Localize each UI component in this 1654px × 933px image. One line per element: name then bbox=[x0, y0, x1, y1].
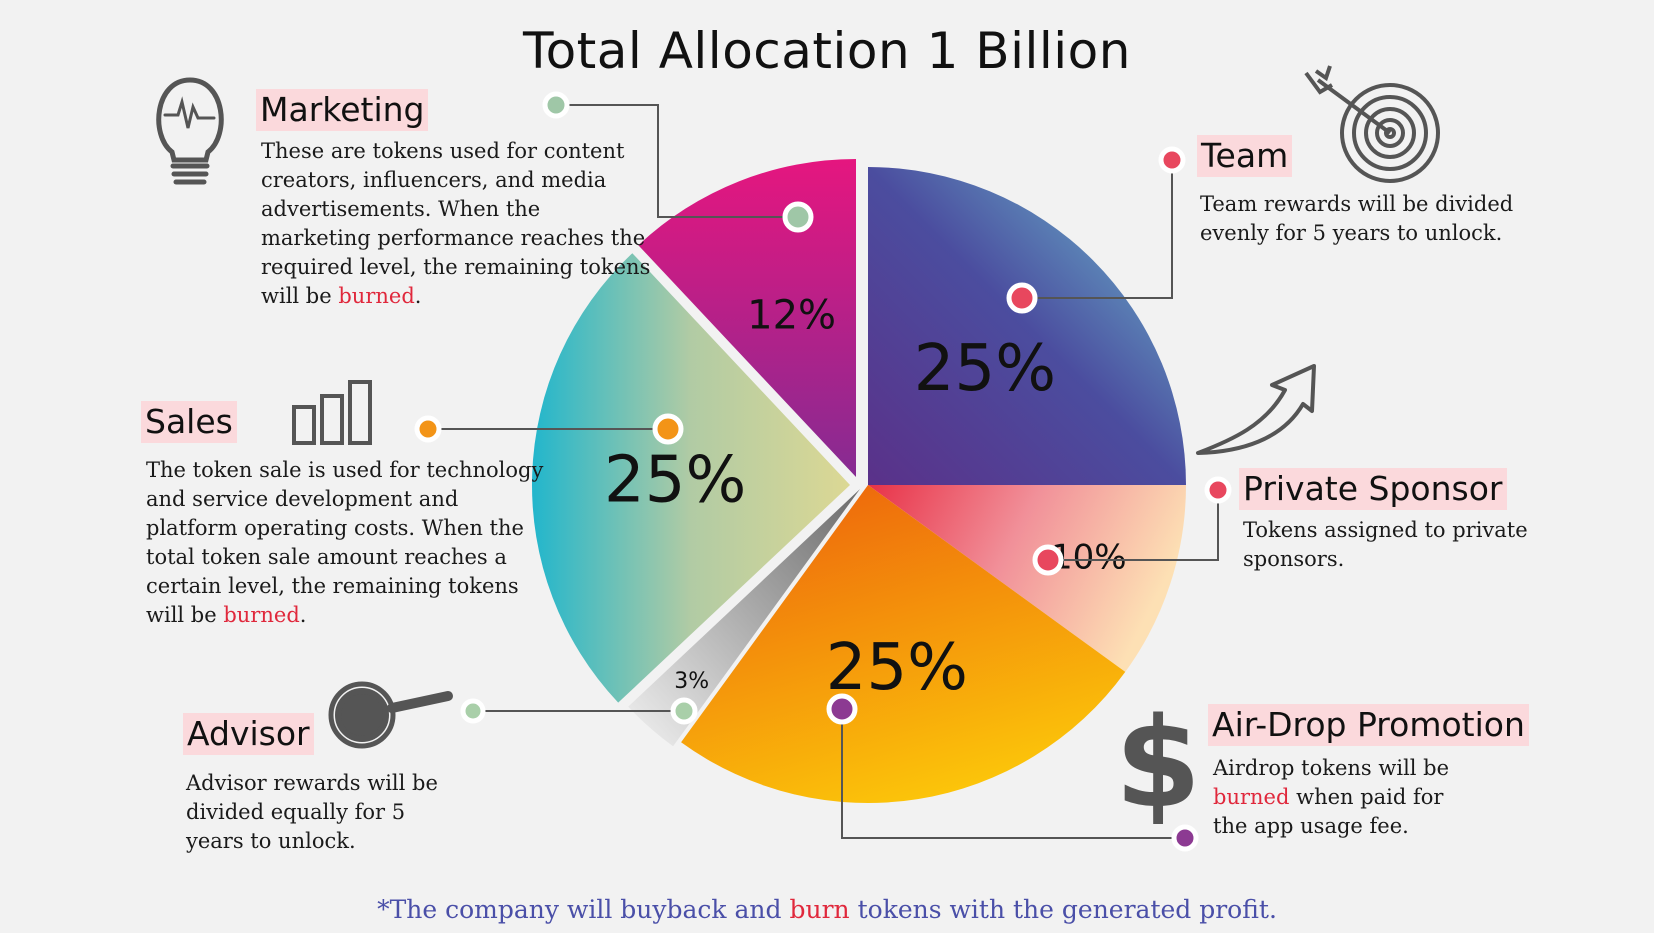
dollar-icon: $ bbox=[1115, 692, 1201, 836]
advisor-description: Advisor rewards will be divided equally … bbox=[186, 771, 438, 853]
sales-period: . bbox=[299, 603, 307, 627]
marketing-slice-dot bbox=[782, 201, 814, 233]
advisor-title: Advisor bbox=[183, 713, 314, 755]
marketing-period: . bbox=[414, 284, 422, 308]
airdrop-connector bbox=[841, 709, 1185, 839]
private-sponsor-slice-dot bbox=[1032, 544, 1064, 576]
pie-slice-air-drop-promotion bbox=[681, 485, 1126, 804]
marketing-text: These are tokens used for content creato… bbox=[261, 139, 651, 308]
team-dot bbox=[1158, 146, 1186, 174]
chart-title: Total Allocation 1 Billion bbox=[523, 22, 1131, 80]
pie-label-sales: 25% bbox=[604, 444, 746, 518]
sales-dot bbox=[414, 415, 442, 443]
marketing-connector bbox=[556, 104, 798, 218]
sales-title: Sales bbox=[141, 401, 237, 443]
target-arrow-icon bbox=[1304, 65, 1440, 183]
airdrop-slice-dot bbox=[826, 693, 858, 725]
private-sponsor-description: Tokens assigned to private sponsors. bbox=[1243, 518, 1528, 571]
advisor-dot bbox=[460, 698, 486, 724]
pie-slice-private-sponsor bbox=[868, 485, 1186, 672]
footer-before: *The company will buyback and bbox=[377, 895, 782, 924]
team-slice-dot bbox=[1006, 282, 1038, 314]
footer-after: tokens with the generated profit. bbox=[857, 895, 1277, 924]
private-sponsor-title: Private Sponsor bbox=[1239, 468, 1507, 510]
sales-burned: burned bbox=[223, 603, 300, 627]
team-connector bbox=[1022, 160, 1173, 299]
airdrop-text-after: when paid for the app usage fee. bbox=[1213, 785, 1444, 838]
sales-slice-dot bbox=[652, 413, 684, 445]
pie-label-marketing: 12% bbox=[747, 292, 836, 338]
airdrop-burned: burned bbox=[1213, 785, 1290, 809]
private-sponsor-connector bbox=[1048, 490, 1219, 561]
sales-description: The token sale is used for technology an… bbox=[146, 456, 556, 630]
trend-arrow-icon bbox=[1196, 364, 1316, 455]
airdrop-title: Air-Drop Promotion bbox=[1208, 704, 1529, 746]
team-description: Team rewards will be divided evenly for … bbox=[1200, 192, 1514, 245]
pie-slice-sales bbox=[532, 253, 850, 703]
pie-slice-advisor bbox=[628, 489, 860, 747]
light-bulb-icon bbox=[156, 77, 224, 185]
airdrop-description: Airdrop tokens will be burned when paid … bbox=[1213, 754, 1483, 841]
advisor-slice-dot bbox=[670, 697, 698, 725]
marketing-dot bbox=[542, 91, 570, 119]
footer-burn: burn bbox=[789, 895, 850, 924]
pie-label-advisor: 3% bbox=[674, 669, 709, 694]
pie-slice-team bbox=[868, 167, 1186, 485]
marketing-description: These are tokens used for content creato… bbox=[261, 137, 651, 311]
airdrop-text-before: Airdrop tokens will be bbox=[1213, 756, 1450, 780]
airdrop-dot bbox=[1171, 824, 1199, 852]
pie-label-team: 25% bbox=[914, 332, 1056, 406]
marketing-burned: burned bbox=[338, 284, 415, 308]
pie-label-air-drop-promotion: 25% bbox=[826, 631, 968, 705]
bar-chart-icon bbox=[292, 380, 372, 445]
private-sponsor-dot bbox=[1204, 476, 1232, 504]
magnifier-icon bbox=[328, 681, 453, 749]
pie-label-private-sponsor: 10% bbox=[1051, 538, 1127, 578]
team-title: Team bbox=[1197, 135, 1293, 177]
marketing-title: Marketing bbox=[256, 89, 429, 131]
footer-note: *The company will buyback and burn token… bbox=[0, 895, 1654, 924]
pie-slice-marketing bbox=[638, 159, 856, 477]
sales-text: The token sale is used for technology an… bbox=[146, 458, 544, 627]
